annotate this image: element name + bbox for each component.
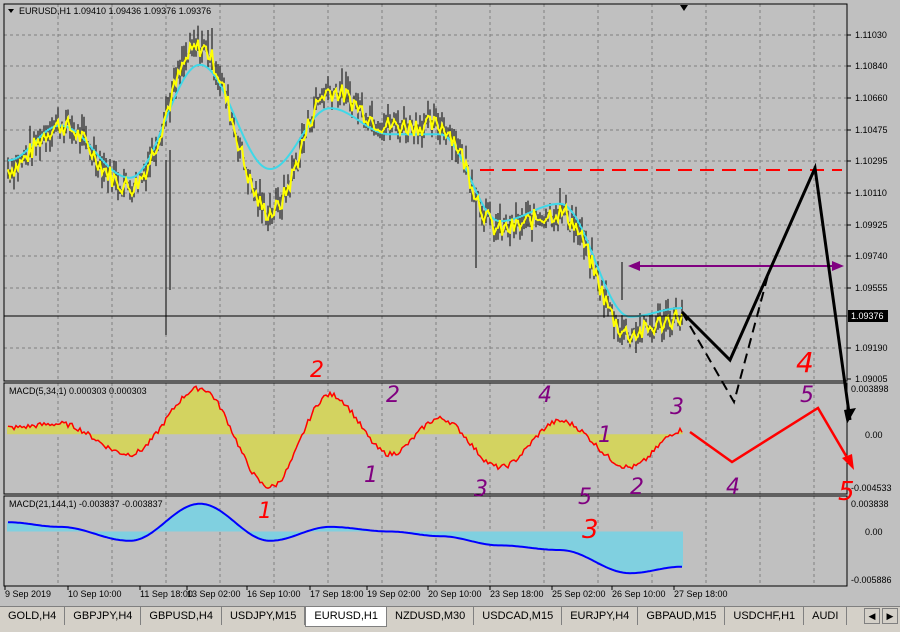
tab-scroll-left-icon[interactable]: ◀ <box>864 608 880 624</box>
time-tick-label: 10 Sep 10:00 <box>68 589 122 599</box>
annot-purple-5: 5 <box>578 485 592 510</box>
time-tick-label: 9 Sep 2019 <box>5 589 51 599</box>
tab-eurusd-h1[interactable]: EURUSD,H1 <box>305 607 387 627</box>
macd2-signal-line <box>8 502 682 575</box>
annot-red-3: 3 <box>582 515 599 545</box>
macd2-title: MACD(21,144,1) -0.003837 -0.003837 <box>9 499 163 509</box>
slow-ma-line <box>7 63 683 318</box>
fast-ma-line <box>7 39 683 345</box>
macd1-title: MACD(5,34,1) 0.000303 0.000303 <box>9 386 147 396</box>
annot-purple-5-b: 5 <box>800 383 814 408</box>
price-tick-label: 1.10295 <box>855 156 888 166</box>
symbol-tab-bar: GOLD,H4 GBPJPY,H4 GBPUSD,H4 USDJPY,M15 EURUS… <box>0 606 900 632</box>
chart-title: EURUSD,H1 1.09410 1.09436 1.09376 1.0937… <box>19 6 211 16</box>
tab-eurjpy-h4[interactable]: EURJPY,H4 <box>562 607 639 625</box>
annot-purple-2: 2 <box>386 383 400 408</box>
projection-solid-line[interactable] <box>680 162 852 421</box>
price-tick-label: 1.09740 <box>855 251 888 261</box>
annot-purple-4-b: 4 <box>726 475 740 500</box>
time-tick-label: 17 Sep 18:00 <box>310 589 364 599</box>
macd2-tick-label: 0.003838 <box>851 499 889 509</box>
time-tick-label: 27 Sep 18:00 <box>674 589 728 599</box>
annot-red-1: 1 <box>258 499 272 524</box>
macd1-axis: 0.003898 0.00 -0.004533 <box>851 384 892 493</box>
time-tick-label: 20 Sep 10:00 <box>428 589 482 599</box>
tab-nzdusd-m30[interactable]: NZDUSD,M30 <box>387 607 475 625</box>
current-price-label: 1.09376 <box>851 311 884 321</box>
macd1-histogram <box>7 386 683 489</box>
macd2-axis: 0.003838 0.00 -0.005886 <box>851 499 892 585</box>
annot-red-4: 4 <box>796 346 814 379</box>
tab-usdjpy-m15[interactable]: USDJPY,M15 <box>222 607 306 625</box>
price-bars <box>7 25 683 353</box>
annot-purple-3-mid: 3 <box>474 477 488 502</box>
price-tick-label: 1.09925 <box>855 220 888 230</box>
macd1-signal-line <box>7 385 683 489</box>
time-tick-label: 19 Sep 02:00 <box>367 589 421 599</box>
time-tick-label: 23 Sep 18:00 <box>490 589 544 599</box>
tab-scroll-right-icon[interactable]: ▶ <box>882 608 898 624</box>
macd1-tick-label: -0.004533 <box>851 483 892 493</box>
price-tick-label: 1.09005 <box>855 374 888 384</box>
time-tick-label: 25 Sep 02:00 <box>552 589 606 599</box>
macd2-pane <box>3 495 848 587</box>
tab-gbpjpy-h4[interactable]: GBPJPY,H4 <box>65 607 142 625</box>
time-tick-label: 13 Sep 02:00 <box>187 589 241 599</box>
price-tick-label: 1.09190 <box>855 343 888 353</box>
annot-purple-3-top: 3 <box>670 395 684 420</box>
chart-menu-triangle-icon[interactable] <box>8 9 14 13</box>
annot-red-5: 5 <box>838 477 855 507</box>
annot-purple-4: 4 <box>538 383 552 408</box>
tab-gbpusd-h4[interactable]: GBPUSD,H4 <box>141 607 222 625</box>
projection-arrowhead <box>844 408 856 424</box>
annot-purple-2-b: 2 <box>630 475 644 500</box>
annot-purple-1-a: 1 <box>364 463 378 488</box>
price-tick-label: 1.10110 <box>855 188 887 198</box>
price-tick-label: 1.10475 <box>855 125 888 135</box>
macd1-projection-arrowhead <box>842 454 854 470</box>
macd1-tick-label: 0.00 <box>865 430 883 440</box>
measure-arrow[interactable] <box>628 261 844 271</box>
macd1-pane <box>3 382 848 495</box>
time-tick-label: 26 Sep 10:00 <box>612 589 666 599</box>
price-tick-label: 1.09555 <box>855 283 888 293</box>
grid <box>4 4 847 586</box>
current-price-tag <box>848 310 888 322</box>
price-tick-label: 1.10660 <box>855 93 888 103</box>
macd1-projection-line[interactable] <box>689 406 854 467</box>
shift-marker-icon[interactable] <box>680 5 688 11</box>
tab-gold-h4[interactable]: GOLD,H4 <box>0 607 66 625</box>
macd1-tick-label: 0.003898 <box>851 384 889 394</box>
chart-canvas[interactable]: 1.11030 1.10840 1.10660 1.10475 1.10295 1.101… <box>0 0 900 606</box>
projection-dashed-line[interactable] <box>681 274 769 405</box>
time-tick-label: 11 Sep 18:00 <box>140 589 193 599</box>
time-tick-label: 16 Sep 10:00 <box>247 589 301 599</box>
tab-usdchf-h1[interactable]: USDCHF,H1 <box>725 607 805 625</box>
macd2-tick-label: 0.00 <box>865 527 883 537</box>
price-tick-label: 1.10840 <box>855 61 888 71</box>
annot-purple-1-b: 1 <box>598 423 612 448</box>
price-axis: 1.11030 1.10840 1.10660 1.10475 1.10295 1.101… <box>847 30 888 384</box>
tab-audi[interactable]: AUDI <box>804 607 848 625</box>
annot-red-2: 2 <box>310 358 324 383</box>
macd2-tick-label: -0.005886 <box>851 575 892 585</box>
tab-gbpaud-m15[interactable]: GBPAUD,M15 <box>638 607 726 625</box>
price-tick-label: 1.11030 <box>855 30 887 40</box>
tab-usdcad-m15[interactable]: USDCAD,M15 <box>474 607 563 625</box>
